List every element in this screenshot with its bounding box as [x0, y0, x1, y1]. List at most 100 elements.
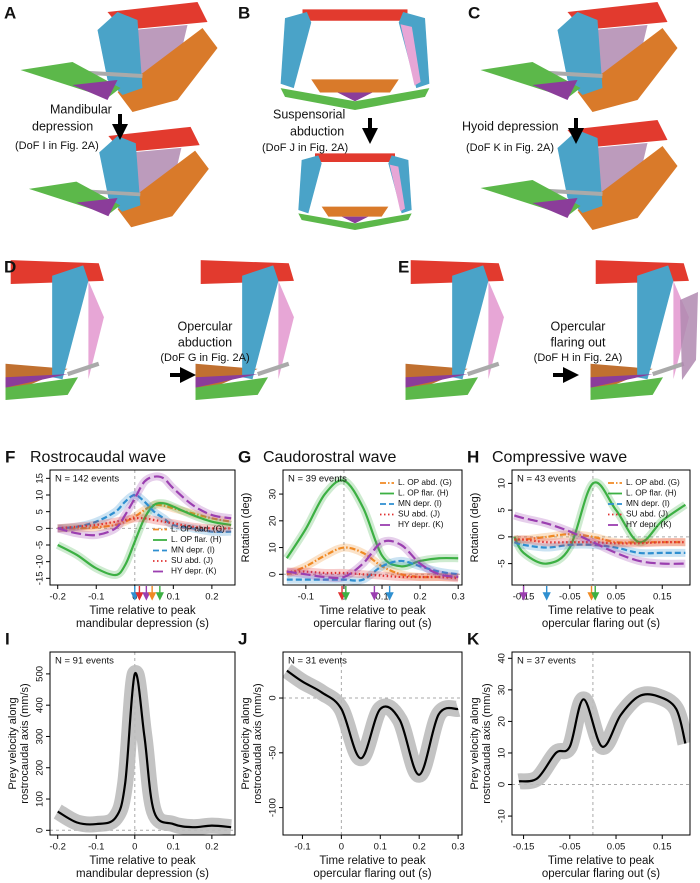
- plot-area: [283, 664, 461, 783]
- peak-marker: [542, 586, 551, 601]
- chart-title: Rostrocaudal wave: [30, 449, 166, 466]
- y-tick-label: 100: [35, 791, 46, 807]
- x-axis-label: Time relative to peak: [319, 605, 426, 617]
- series-line: [286, 669, 459, 776]
- legend-label: SU abd. (J): [171, 555, 213, 565]
- series-line: [285, 479, 459, 568]
- panel-letter: D: [4, 257, 16, 276]
- x-tick-label: 0.3: [451, 842, 464, 853]
- caption-note: (DoF I in Fig. 2A): [15, 140, 99, 152]
- series-line: [57, 501, 232, 577]
- plot-area: [55, 472, 232, 580]
- y-axis-label: rostrocaudal axis (mm/s): [252, 683, 264, 803]
- panel-letter: I: [5, 629, 10, 648]
- y-tick-label: 20: [497, 716, 508, 727]
- x-axis-label: Time relative to peak: [319, 855, 426, 867]
- x-axis-label: opercular flaring out (s): [313, 868, 431, 880]
- panel-letter: B: [238, 3, 250, 22]
- x-tick-label: 0.1: [374, 842, 387, 853]
- series-line: [57, 672, 232, 829]
- plot-area: [283, 476, 459, 585]
- legend-label: L. OP flar. (H): [398, 488, 449, 498]
- y-tick-label: 5: [35, 509, 46, 514]
- legend-label: HY depr. (K): [626, 519, 672, 529]
- peak-marker: [341, 586, 350, 601]
- x-axis-label: opercular flaring out (s): [542, 868, 660, 880]
- y-tick-label: 10: [268, 542, 279, 553]
- caption-note: (DoF H in Fig. 2A): [534, 352, 623, 364]
- x-tick-label: 0.05: [607, 842, 626, 853]
- x-tick-label: -0.2: [50, 592, 66, 603]
- plot-frame: [282, 651, 463, 836]
- legend-label: SU abd. (J): [398, 509, 440, 519]
- x-tick-label: 0: [339, 842, 344, 853]
- plot-area: [512, 478, 688, 568]
- panel-letter: G: [238, 447, 251, 466]
- annotation: N = 31 events: [288, 656, 347, 667]
- y-tick-label: 0: [497, 782, 508, 787]
- annotation: N = 142 events: [55, 474, 119, 485]
- x-tick-label: 0: [132, 842, 137, 853]
- chart-title: Caudorostral wave: [263, 449, 397, 466]
- x-tick-label: 0: [341, 592, 346, 603]
- plot-area: [53, 665, 232, 835]
- y-tick-label: 0: [268, 695, 279, 700]
- x-tick-label: 0.15: [653, 842, 672, 853]
- x-tick-label: 0.2: [205, 592, 218, 603]
- x-tick-label: 0.15: [653, 592, 672, 603]
- y-tick-label: 0: [35, 526, 46, 531]
- y-tick-label: 300: [35, 729, 46, 745]
- opercle-flap: [680, 292, 698, 380]
- panel-letter: J: [238, 629, 247, 648]
- x-tick-label: -0.05: [559, 842, 581, 853]
- plot-frame: [49, 651, 236, 836]
- plot-frame: [282, 469, 463, 586]
- y-tick-label: 40: [497, 653, 508, 664]
- y-tick-label: 30: [497, 685, 508, 696]
- caption: Opercular: [178, 319, 233, 333]
- peak-marker: [385, 586, 394, 601]
- annotation: N = 39 events: [288, 474, 347, 485]
- caption: abduction: [290, 124, 344, 138]
- x-tick-label: -0.05: [559, 592, 581, 603]
- model-view: [298, 153, 412, 230]
- confidence-band: [513, 538, 686, 558]
- model-view: [406, 260, 504, 400]
- annotation: N = 37 events: [517, 656, 576, 667]
- panel-letter: F: [5, 447, 15, 466]
- caption: Hyoid depression: [462, 119, 559, 133]
- x-tick-label: -0.2: [50, 842, 66, 853]
- x-axis-label: Time relative to peak: [89, 605, 196, 617]
- legend-label: L. OP flar. (H): [171, 534, 222, 544]
- peak-marker: [155, 586, 164, 601]
- model-view: [481, 2, 678, 112]
- legend-label: L. OP flar. (H): [626, 488, 677, 498]
- x-axis-label: Time relative to peak: [548, 855, 655, 867]
- series-line: [286, 559, 459, 582]
- peak-marker: [591, 586, 600, 601]
- caption: flaring out: [551, 335, 606, 349]
- x-tick-label: 0.1: [167, 592, 180, 603]
- chart-title: Compressive wave: [492, 449, 627, 466]
- caption-note: (DoF J in Fig. 2A): [262, 142, 348, 154]
- y-tick-label: 10: [497, 748, 508, 759]
- y-axis-label: rostrocaudal axis (mm/s): [19, 683, 31, 803]
- panel-letter: C: [468, 3, 480, 22]
- legend-label: HY depr. (K): [171, 566, 217, 576]
- y-tick-label: 0: [35, 828, 46, 833]
- y-tick-label: 10: [497, 478, 508, 489]
- series-line: [518, 693, 687, 783]
- y-axis-label: Prey velocity along: [240, 697, 252, 789]
- y-axis-label: Prey velocity along: [469, 697, 481, 789]
- series-line: [57, 493, 232, 534]
- legend-label: MN depr. (I): [626, 498, 670, 508]
- x-tick-label: 0.2: [413, 842, 426, 853]
- x-tick-label: 0.3: [452, 592, 465, 603]
- series-line: [57, 503, 232, 530]
- y-tick-label: 400: [35, 697, 46, 713]
- x-tick-label: -0.1: [298, 592, 314, 603]
- y-tick-label: -50: [268, 746, 279, 760]
- y-tick-label: 0: [497, 534, 508, 539]
- x-tick-label: -0.1: [294, 842, 310, 853]
